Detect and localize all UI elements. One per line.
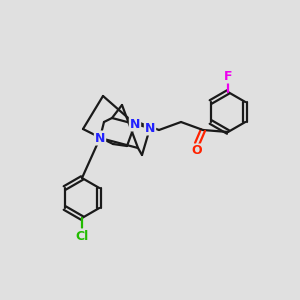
Text: N: N [95,131,105,145]
Text: F: F [224,70,232,83]
Text: Cl: Cl [75,230,88,242]
Text: N: N [145,122,155,134]
Text: N: N [130,118,140,130]
Text: O: O [192,145,202,158]
